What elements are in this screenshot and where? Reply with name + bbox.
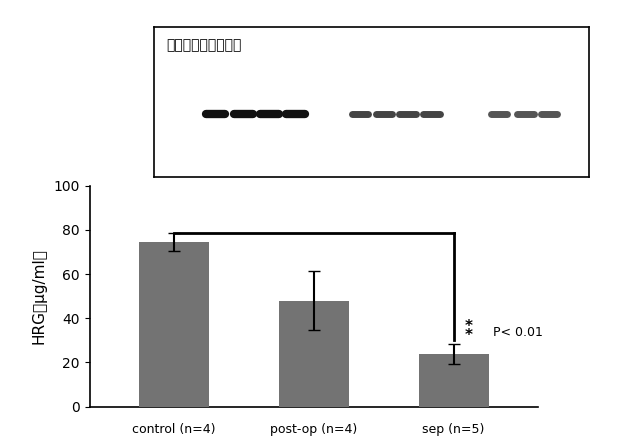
- Bar: [139, 242, 209, 407]
- Text: *: *: [465, 319, 473, 334]
- Y-axis label: HRG（μg/ml）: HRG（μg/ml）: [31, 248, 47, 344]
- Text: ウェスタンブロット: ウェスタンブロット: [166, 38, 242, 53]
- Bar: [278, 301, 349, 407]
- Text: *: *: [465, 328, 473, 343]
- Bar: [419, 354, 488, 407]
- Text: post-op (n=4): post-op (n=4): [270, 423, 357, 436]
- Text: control (n=4): control (n=4): [132, 423, 215, 436]
- Text: sep (n=5): sep (n=5): [422, 423, 484, 436]
- Text: P< 0.01: P< 0.01: [493, 326, 543, 339]
